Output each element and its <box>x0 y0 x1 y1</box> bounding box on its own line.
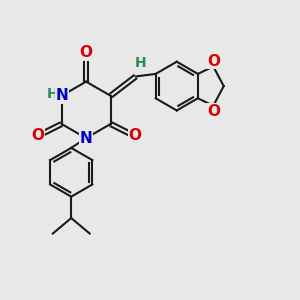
Text: O: O <box>31 128 44 143</box>
Text: N: N <box>55 88 68 103</box>
Text: H: H <box>46 87 58 101</box>
Text: N: N <box>80 130 92 146</box>
Text: O: O <box>207 103 220 118</box>
Text: O: O <box>128 128 141 143</box>
Text: O: O <box>207 54 220 69</box>
Text: H: H <box>134 56 146 70</box>
Text: O: O <box>80 45 93 60</box>
